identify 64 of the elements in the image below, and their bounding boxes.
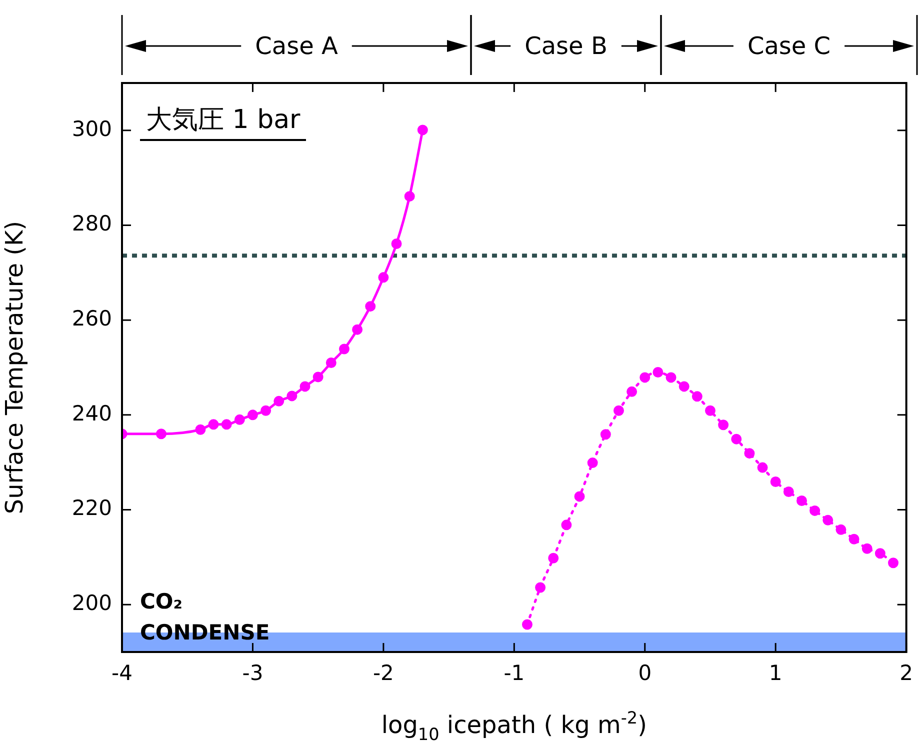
point [326, 358, 336, 368]
x-tick-label: 2 [900, 661, 914, 686]
point [692, 391, 702, 402]
point [626, 386, 638, 397]
point [221, 419, 232, 430]
point [312, 372, 324, 382]
annotation: 大気圧 1 bar [140, 105, 306, 141]
point [587, 458, 598, 468]
y-tick-label: 240 [72, 401, 112, 426]
point [195, 424, 206, 435]
y-tick-label: 300 [72, 116, 112, 141]
point [378, 272, 389, 283]
x-tick-label: -4 [112, 661, 132, 686]
point [796, 495, 807, 506]
y-axis-title: Surface Temperature (K) [0, 220, 29, 514]
y-tick-label: 260 [72, 306, 112, 331]
point [535, 582, 546, 593]
point [391, 238, 402, 249]
x-tick-label: -3 [242, 661, 264, 686]
point [874, 548, 886, 559]
point [640, 372, 650, 383]
point [613, 405, 624, 416]
x-tick-label: -1 [504, 661, 525, 686]
point [731, 434, 742, 444]
point [888, 558, 898, 568]
point [600, 429, 611, 440]
point [300, 381, 310, 392]
point [757, 462, 768, 473]
point [652, 366, 664, 378]
point [404, 191, 415, 202]
point [678, 381, 690, 392]
point [783, 486, 794, 497]
point [208, 419, 219, 430]
x-tick-label: -2 [372, 661, 394, 686]
point [365, 301, 376, 312]
point [666, 372, 676, 383]
point [770, 476, 781, 488]
point [848, 534, 860, 544]
point [286, 390, 298, 402]
point [234, 414, 245, 425]
point [417, 124, 428, 136]
point [548, 552, 559, 564]
point [274, 396, 284, 406]
point [352, 324, 363, 335]
y-tick-label: 200 [72, 591, 112, 616]
point [822, 514, 834, 526]
point [704, 405, 716, 416]
point [260, 405, 272, 416]
point [247, 410, 258, 420]
point [836, 524, 846, 535]
point [718, 420, 729, 430]
point [574, 491, 585, 502]
point [561, 520, 572, 530]
x-tick-label: 1 [768, 661, 782, 686]
y-tick-label: 280 [72, 212, 112, 236]
point [156, 428, 166, 440]
point [744, 448, 755, 459]
band-label: CO₂ CONDENSE [140, 590, 270, 645]
point [862, 543, 872, 554]
point [338, 344, 350, 354]
point [810, 505, 820, 516]
x-tick-label: 0 [638, 661, 652, 686]
point [522, 619, 532, 630]
y-tick-label: 220 [72, 496, 112, 520]
